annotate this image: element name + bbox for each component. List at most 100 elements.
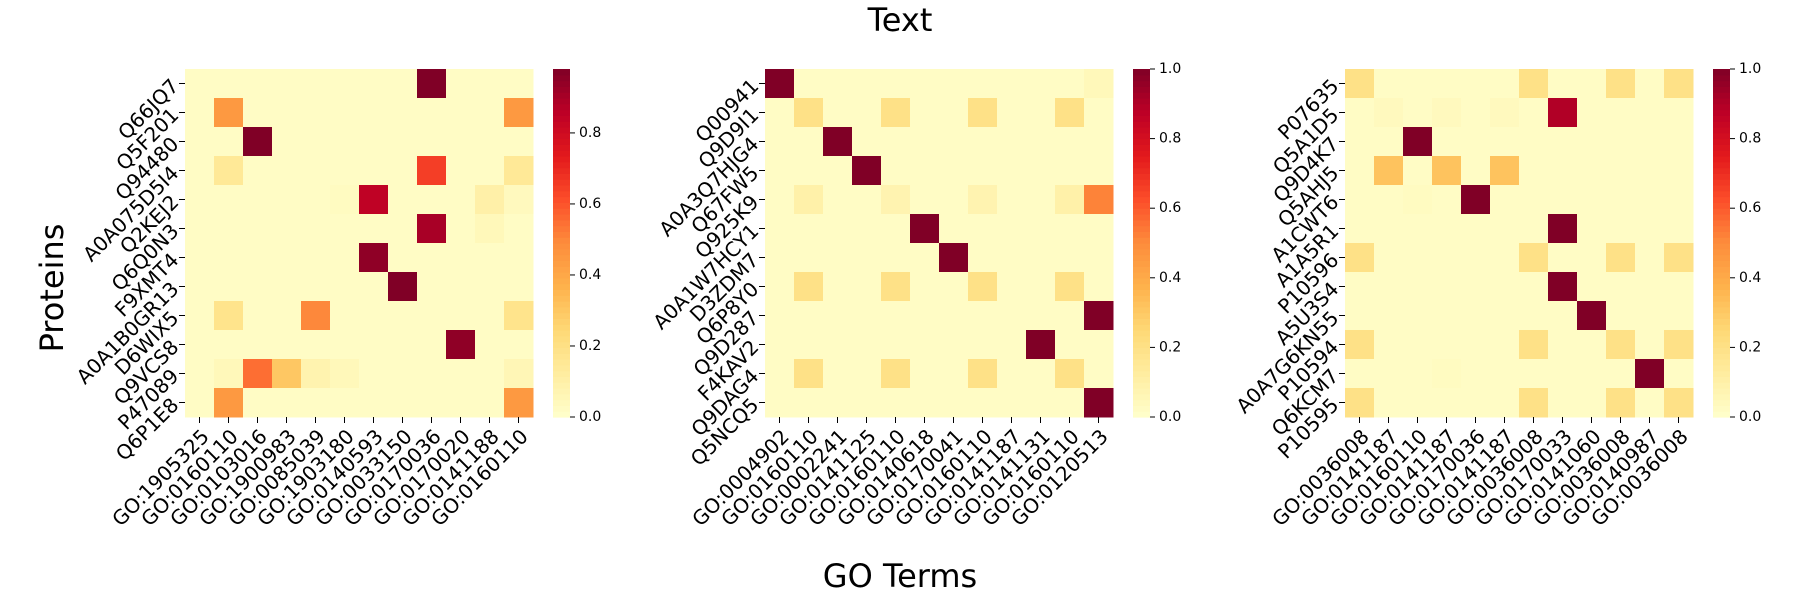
heatmap-cell — [1577, 69, 1607, 99]
heatmap-cell — [1519, 185, 1549, 215]
colorbar-segment — [1713, 411, 1730, 418]
heatmap-cell — [852, 272, 882, 302]
heatmap-cell — [794, 156, 824, 186]
heatmap-cell — [1432, 359, 1462, 389]
colorbar-segment — [1713, 231, 1730, 238]
heatmap-cell — [185, 272, 215, 302]
heatmap-cell — [1548, 301, 1578, 331]
colorbar-segment — [1713, 272, 1730, 279]
heatmap-cell — [214, 69, 244, 99]
colorbar-segment — [1713, 156, 1730, 163]
heatmap-cell — [301, 272, 331, 302]
heatmap-cell — [185, 214, 215, 244]
heatmap-cell — [388, 127, 418, 157]
colorbar-segment — [1133, 208, 1150, 215]
heatmap-cell — [1664, 214, 1694, 244]
heatmap-cell — [1026, 388, 1056, 418]
heatmap-cell — [794, 272, 824, 302]
heatmap-cell — [881, 156, 911, 186]
heatmap-cell — [794, 330, 824, 360]
colorbar-segment — [1713, 109, 1730, 116]
heatmap-cell — [765, 69, 795, 99]
colorbar-segment — [1133, 185, 1150, 192]
heatmap-cell — [1606, 185, 1636, 215]
heatmap-cell — [1635, 330, 1665, 360]
heatmap-cell — [1606, 214, 1636, 244]
heatmap-cell — [446, 301, 476, 331]
heatmap-cell — [1548, 359, 1578, 389]
heatmap-cell — [330, 388, 360, 418]
colorbar-segment — [553, 214, 570, 221]
colorbar-segment — [1133, 254, 1150, 261]
heatmap-cell — [446, 185, 476, 215]
heatmap-cell — [272, 69, 302, 99]
heatmap-cell — [1055, 301, 1085, 331]
colorbar-segment — [1713, 260, 1730, 267]
heatmap-cell — [1345, 272, 1375, 302]
heatmap-cell — [1345, 301, 1375, 331]
colorbar-segment — [553, 80, 570, 87]
colorbar-tick-label: 0.8 — [1159, 131, 1181, 147]
heatmap-cell — [272, 98, 302, 128]
colorbar-segment — [553, 173, 570, 180]
colorbar-segment — [1713, 318, 1730, 325]
colorbar-segment — [1713, 382, 1730, 389]
heatmap-cell — [1432, 69, 1462, 99]
heatmap-cell — [968, 127, 998, 157]
colorbar-segment — [1133, 225, 1150, 232]
heatmap-cell — [504, 388, 534, 418]
heatmap-cell — [1026, 214, 1056, 244]
heatmap-cell — [243, 243, 273, 273]
colorbar-tick-label: 0.4 — [1159, 270, 1181, 286]
heatmap-cell — [881, 301, 911, 331]
colorbar-segment — [1713, 214, 1730, 221]
colorbar-segment — [1133, 335, 1150, 343]
colorbar-segment — [1133, 411, 1150, 418]
heatmap-cell — [185, 301, 215, 331]
heatmap-cell — [1461, 243, 1491, 273]
heatmap-cell — [1606, 330, 1636, 360]
heatmap-cell — [1055, 185, 1085, 215]
colorbar-segment — [553, 359, 570, 366]
heatmap-cell — [243, 359, 273, 389]
heatmap-cell — [504, 214, 534, 244]
heatmap-cell — [1461, 127, 1491, 157]
colorbar-segment — [1713, 161, 1730, 169]
colorbar-segment — [1133, 347, 1150, 354]
heatmap-cell — [1403, 243, 1433, 273]
heatmap-cell — [910, 272, 940, 302]
heatmap-cell — [417, 185, 447, 215]
heatmap-cell — [1635, 127, 1665, 157]
heatmap-cell — [1664, 98, 1694, 128]
heatmap-cell — [939, 69, 969, 99]
heatmap-cell — [388, 156, 418, 186]
colorbar-segment — [1133, 231, 1150, 238]
heatmap-cell — [1374, 272, 1404, 302]
heatmap-cell — [1055, 388, 1085, 418]
heatmap-cell — [214, 301, 244, 331]
heatmap-cell — [185, 388, 215, 418]
heatmap-cell — [1490, 214, 1520, 244]
heatmap-cell — [330, 301, 360, 331]
colorbar-segment — [1133, 318, 1150, 325]
colorbar-segment — [1133, 161, 1150, 169]
colorbar-tick-label: 0.0 — [1739, 409, 1761, 425]
heatmap-cell — [794, 359, 824, 389]
heatmap-cell — [1548, 388, 1578, 418]
colorbar-segment — [1133, 370, 1150, 377]
colorbar-segment — [1133, 330, 1150, 337]
heatmap-cell — [765, 330, 795, 360]
heatmap-cell — [765, 388, 795, 418]
heatmap-cell — [1606, 69, 1636, 99]
colorbar-segment — [1133, 301, 1150, 308]
colorbar-segment — [1713, 80, 1730, 87]
heatmap-cell — [446, 127, 476, 157]
heatmap-cell — [1635, 301, 1665, 331]
heatmap-cell — [997, 69, 1027, 99]
heatmap-cell — [939, 127, 969, 157]
heatmap-cell — [1490, 388, 1520, 418]
heatmap-cell — [388, 272, 418, 302]
colorbar-segment — [1133, 74, 1150, 82]
colorbar-segment — [1713, 277, 1730, 285]
heatmap-cell — [1461, 301, 1491, 331]
